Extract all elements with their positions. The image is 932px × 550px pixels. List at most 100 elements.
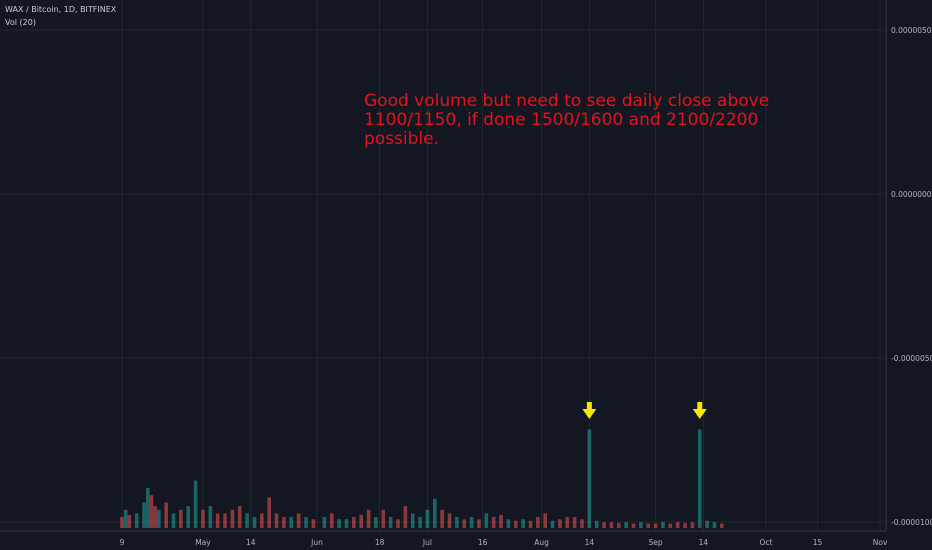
time-axis: 9 May 14 Jun 18 Jul 16 Aug 14 Sep 14 Oct 15 Nov: [120, 538, 888, 547]
volume-bar: [433, 498, 437, 528]
volume-bar: [683, 522, 687, 528]
volume-bar: [366, 509, 371, 528]
volume-bar: [352, 517, 356, 528]
volume-bar: [410, 513, 415, 528]
volume-bar: [477, 519, 481, 528]
volume-bar: [690, 522, 695, 528]
x-tick-label: Sep: [649, 538, 663, 547]
volume-bar: [296, 513, 301, 528]
volume-bar: [359, 514, 363, 528]
volume-bar: [587, 429, 592, 528]
volume-bar: [396, 519, 400, 528]
volume-bar: [381, 509, 386, 528]
volume-bar: [374, 517, 378, 528]
volume-bar: [536, 517, 540, 528]
volume-bar: [388, 517, 393, 528]
volume-bar: [425, 509, 430, 528]
volume-bar: [123, 509, 128, 528]
volume-bar: [145, 487, 150, 528]
volume-bar: [521, 519, 525, 528]
x-tick-label: 18: [375, 538, 385, 547]
volume-bar: [550, 520, 555, 528]
volume-bar: [153, 506, 157, 528]
volume-bar: [455, 517, 459, 528]
symbol-title: WAX / Bitcoin, 1D, BITFINEX: [5, 5, 117, 14]
volume-bar: [631, 523, 636, 528]
y-tick-label: 0.00000500: [891, 26, 932, 35]
volume-bar: [267, 497, 271, 528]
x-tick-label: 14: [699, 538, 709, 547]
x-tick-label: 14: [585, 538, 595, 547]
volume-bar: [282, 517, 286, 528]
y-tick-label: -0.00000500: [891, 354, 932, 363]
volume-bar: [134, 513, 139, 528]
volume-bar: [149, 495, 154, 528]
volume-bar: [513, 520, 518, 528]
volume-bar: [447, 513, 452, 528]
volume-bar: [697, 429, 702, 528]
volume-bar: [705, 520, 709, 528]
volume-bars: [120, 429, 724, 528]
volume-bar: [223, 513, 227, 528]
volume-spike-arrow-icon: [582, 402, 597, 419]
y-tick-label: -0.00001000: [891, 518, 932, 527]
volume-bar: [311, 519, 316, 528]
volume-bar: [639, 522, 643, 528]
volume-bar: [720, 523, 724, 528]
volume-bar: [624, 522, 628, 528]
volume-bar: [594, 520, 599, 528]
volume-bar: [274, 513, 279, 528]
volume-bar: [661, 522, 665, 528]
volume-bar: [469, 517, 474, 528]
volume-bar: [208, 506, 213, 528]
volume-bar: [337, 519, 341, 528]
volume-bar: [528, 520, 533, 528]
annotation-text: Good volume but need to see daily close …: [364, 91, 770, 149]
volume-bar: [558, 519, 562, 528]
volume-bar: [171, 513, 176, 528]
volume-bar: [565, 517, 570, 528]
volume-bar: [572, 517, 577, 528]
volume-bar: [403, 506, 408, 528]
volume-bar: [646, 523, 651, 528]
volume-bar: [127, 514, 132, 528]
volume-bar: [322, 517, 327, 528]
volume-bar: [164, 502, 168, 528]
x-tick-label: Jun: [310, 538, 323, 547]
volume-bar: [201, 509, 205, 528]
x-tick-label: 14: [246, 538, 256, 547]
price-axis: 0.000050000.000045000.000040000.00003500…: [891, 26, 932, 527]
volume-bar: [418, 517, 422, 528]
volume-bar: [484, 513, 489, 528]
volume-bar: [617, 522, 621, 528]
x-tick-label: Nov: [873, 538, 888, 547]
volume-bar: [499, 514, 503, 528]
volume-bar: [609, 522, 614, 528]
volume-bar: [675, 522, 680, 528]
volume-bar: [289, 517, 294, 528]
volume-bar: [193, 480, 198, 528]
volume-bar: [252, 517, 257, 528]
volume-bar: [491, 517, 496, 528]
volume-bar: [230, 509, 235, 528]
volume-bar: [186, 506, 191, 528]
volume-bar: [120, 517, 124, 528]
x-tick-label: 16: [478, 538, 488, 547]
volume-bar: [543, 513, 547, 528]
volume-indicator-label[interactable]: Vol (20): [5, 18, 36, 27]
volume-bar: [142, 502, 146, 528]
volume-bar: [653, 523, 658, 528]
drawings: [582, 402, 707, 419]
x-tick-label: Jul: [422, 538, 432, 547]
x-tick-label: Oct: [760, 538, 773, 547]
volume-bar: [668, 523, 673, 528]
volume-bar: [237, 506, 242, 528]
volume-bar: [462, 519, 467, 528]
volume-bar: [506, 519, 511, 528]
volume-bar: [215, 513, 220, 528]
volume-bar: [304, 517, 308, 528]
volume-bar: [329, 513, 334, 528]
